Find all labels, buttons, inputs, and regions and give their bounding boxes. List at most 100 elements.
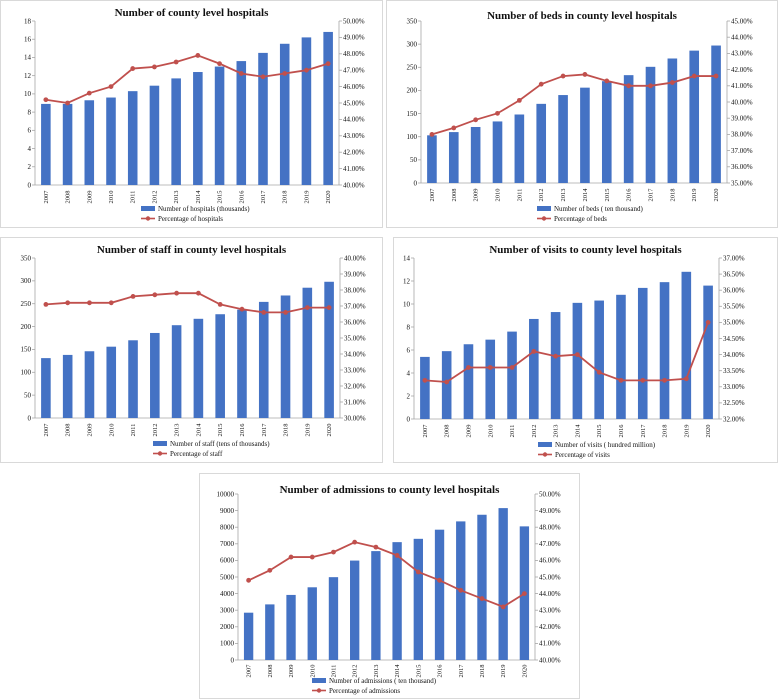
x-tick-label: 2012 xyxy=(538,189,545,202)
legend-bar-label: Number of visits ( hundred million) xyxy=(555,441,656,449)
x-tick-label: 2020 xyxy=(713,189,720,202)
bar xyxy=(711,45,721,183)
left-tick-label: 10000 xyxy=(217,490,235,498)
line-point xyxy=(65,100,70,106)
x-tick-label: 2012 xyxy=(531,425,538,438)
right-tick-label: 47.00% xyxy=(539,540,561,548)
bar xyxy=(215,314,225,418)
chart-title: Number of visits to county level hospita… xyxy=(489,244,682,256)
bar xyxy=(106,97,116,185)
x-tick-label: 2016 xyxy=(618,424,625,438)
line-point xyxy=(326,305,332,310)
bar xyxy=(498,508,508,660)
line-point xyxy=(487,365,493,370)
left-tick-label: 350 xyxy=(407,17,418,25)
beds-chart-panel: Number of beds in county level hospitals… xyxy=(386,0,778,228)
bar xyxy=(463,344,474,419)
x-tick-label: 2015 xyxy=(604,189,611,202)
right-tick-label: 35.50% xyxy=(723,303,745,311)
left-tick-label: 2 xyxy=(28,163,32,171)
line-point xyxy=(521,591,527,596)
x-tick-label: 2016 xyxy=(238,190,245,204)
x-tick-label: 2013 xyxy=(373,665,380,678)
bar xyxy=(448,132,459,183)
left-tick-label: 50 xyxy=(24,391,32,399)
bar xyxy=(550,312,561,419)
bar xyxy=(149,85,160,185)
x-tick-label: 2018 xyxy=(282,191,289,204)
right-tick-label: 49.00% xyxy=(539,507,561,515)
bar xyxy=(637,287,648,419)
admissions-chart-panel: Number of admissions to county level hos… xyxy=(199,473,580,699)
x-tick-label: 2010 xyxy=(309,665,316,678)
right-tick-label: 37.00% xyxy=(731,147,753,155)
x-tick-label: 2017 xyxy=(260,190,267,204)
left-tick-label: 50 xyxy=(410,156,418,164)
x-tick-label: 2009 xyxy=(86,191,93,204)
x-tick-label: 2015 xyxy=(415,665,422,678)
hospitals-chart: Number of county level hospitals 0 2 4 6 8 10 1… xyxy=(24,7,365,223)
line-point xyxy=(640,377,646,383)
line-point xyxy=(451,125,457,131)
line-point xyxy=(43,97,49,103)
x-tick-label: 2016 xyxy=(437,664,444,678)
bar xyxy=(265,604,275,660)
x-tick-label: 2008 xyxy=(267,665,274,678)
line-point xyxy=(604,78,610,84)
x-tick-label: 2019 xyxy=(691,189,698,202)
x-tick-label: 2011 xyxy=(130,424,137,437)
legend-bar-swatch xyxy=(312,678,326,683)
right-tick-label: 40.00% xyxy=(344,254,366,262)
left-tick-label: 14 xyxy=(24,54,32,62)
line-point xyxy=(429,132,435,137)
bar xyxy=(279,43,290,186)
line-point xyxy=(500,604,506,610)
x-tick-label: 2015 xyxy=(596,425,603,438)
right-tick-label: 43.00% xyxy=(343,132,365,140)
legend-line-marker xyxy=(145,216,151,221)
bar xyxy=(84,100,95,185)
left-tick-label: 2 xyxy=(407,392,411,400)
line-point xyxy=(618,377,624,383)
bar xyxy=(84,351,95,418)
line-point xyxy=(662,377,667,383)
legend-line-label: Percentage of beds xyxy=(554,215,607,223)
right-tick-label: 50.00% xyxy=(343,17,365,25)
percentage-line xyxy=(248,541,525,608)
bar xyxy=(514,114,525,183)
left-tick-label: 0 xyxy=(414,179,418,187)
x-tick-label: 2018 xyxy=(662,425,669,438)
left-tick-label: 14 xyxy=(403,254,411,262)
x-tick-label: 2007 xyxy=(429,188,436,202)
right-tick-label: 36.00% xyxy=(344,318,366,326)
bar xyxy=(171,78,181,185)
x-tick-label: 2014 xyxy=(582,188,589,202)
line-point xyxy=(217,302,223,307)
bar xyxy=(507,331,517,419)
left-tick-label: 200 xyxy=(407,87,418,95)
right-tick-label: 31.00% xyxy=(344,398,366,406)
x-tick-label: 2007 xyxy=(422,424,429,438)
line-point xyxy=(173,59,179,65)
x-tick-label: 2014 xyxy=(394,664,401,678)
x-tick-label: 2013 xyxy=(174,424,181,437)
bar xyxy=(558,95,568,183)
line-point xyxy=(531,348,537,354)
line-point xyxy=(705,320,711,325)
line-point xyxy=(195,53,201,58)
x-tick-label: 2015 xyxy=(217,424,224,437)
right-tick-label: 40.00% xyxy=(343,181,365,189)
left-tick-label: 6 xyxy=(28,127,32,135)
x-tick-label: 2009 xyxy=(465,425,472,438)
left-tick-label: 150 xyxy=(407,110,418,118)
left-tick-label: 9000 xyxy=(220,507,235,515)
bar xyxy=(150,332,160,418)
line-point xyxy=(304,67,309,73)
line-point xyxy=(648,83,653,89)
left-tick-label: 250 xyxy=(21,300,32,308)
staff-chart: Number of staff in county level hospital… xyxy=(21,244,366,458)
bar xyxy=(41,103,51,185)
left-tick-label: 150 xyxy=(21,346,32,354)
legend-line-marker xyxy=(157,451,163,456)
bar xyxy=(106,346,117,418)
